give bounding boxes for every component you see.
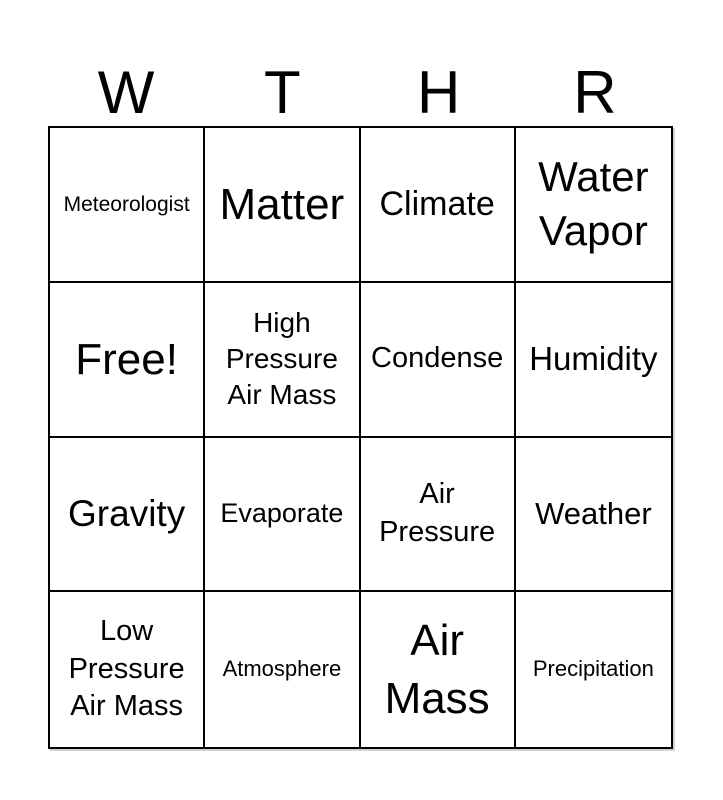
bingo-cell-air-mass[interactable]: Air Mass: [360, 592, 516, 747]
bingo-cell-atmosphere[interactable]: Atmosphere: [205, 592, 361, 747]
bingo-cell-evaporate[interactable]: Evaporate: [205, 437, 361, 593]
bingo-cell-matter[interactable]: Matter: [205, 128, 361, 283]
bingo-cell-climate[interactable]: Climate: [360, 128, 516, 283]
bingo-cell-condense[interactable]: Condense: [360, 282, 516, 438]
bingo-cell-water-vapor[interactable]: Water Vapor: [515, 128, 671, 283]
bingo-cell-weather[interactable]: Weather: [515, 437, 671, 593]
header-letter-r: R: [573, 59, 617, 126]
bingo-header: W T H R: [48, 0, 673, 126]
bingo-cell-low-pressure-air-mass[interactable]: Low Pressure Air Mass: [50, 592, 206, 747]
header-letter-h: H: [416, 59, 461, 126]
bingo-cell-gravity[interactable]: Gravity: [50, 437, 206, 593]
bingo-grid: Meteorologist Matter Climate Water Vapor…: [48, 126, 673, 749]
bingo-cell-high-pressure-air-mass[interactable]: High Pressure Air Mass: [205, 282, 361, 438]
bingo-cell-free[interactable]: Free!: [50, 282, 206, 438]
bingo-cell-air-pressure[interactable]: Air Pressure: [360, 437, 516, 593]
bingo-cell-precipitation[interactable]: Precipitation: [515, 592, 671, 747]
bingo-cell-humidity[interactable]: Humidity: [515, 282, 671, 438]
header-letter-t: T: [264, 59, 301, 126]
header-letter-w: W: [97, 59, 155, 126]
bingo-cell-meteorologist[interactable]: Meteorologist: [50, 128, 206, 283]
